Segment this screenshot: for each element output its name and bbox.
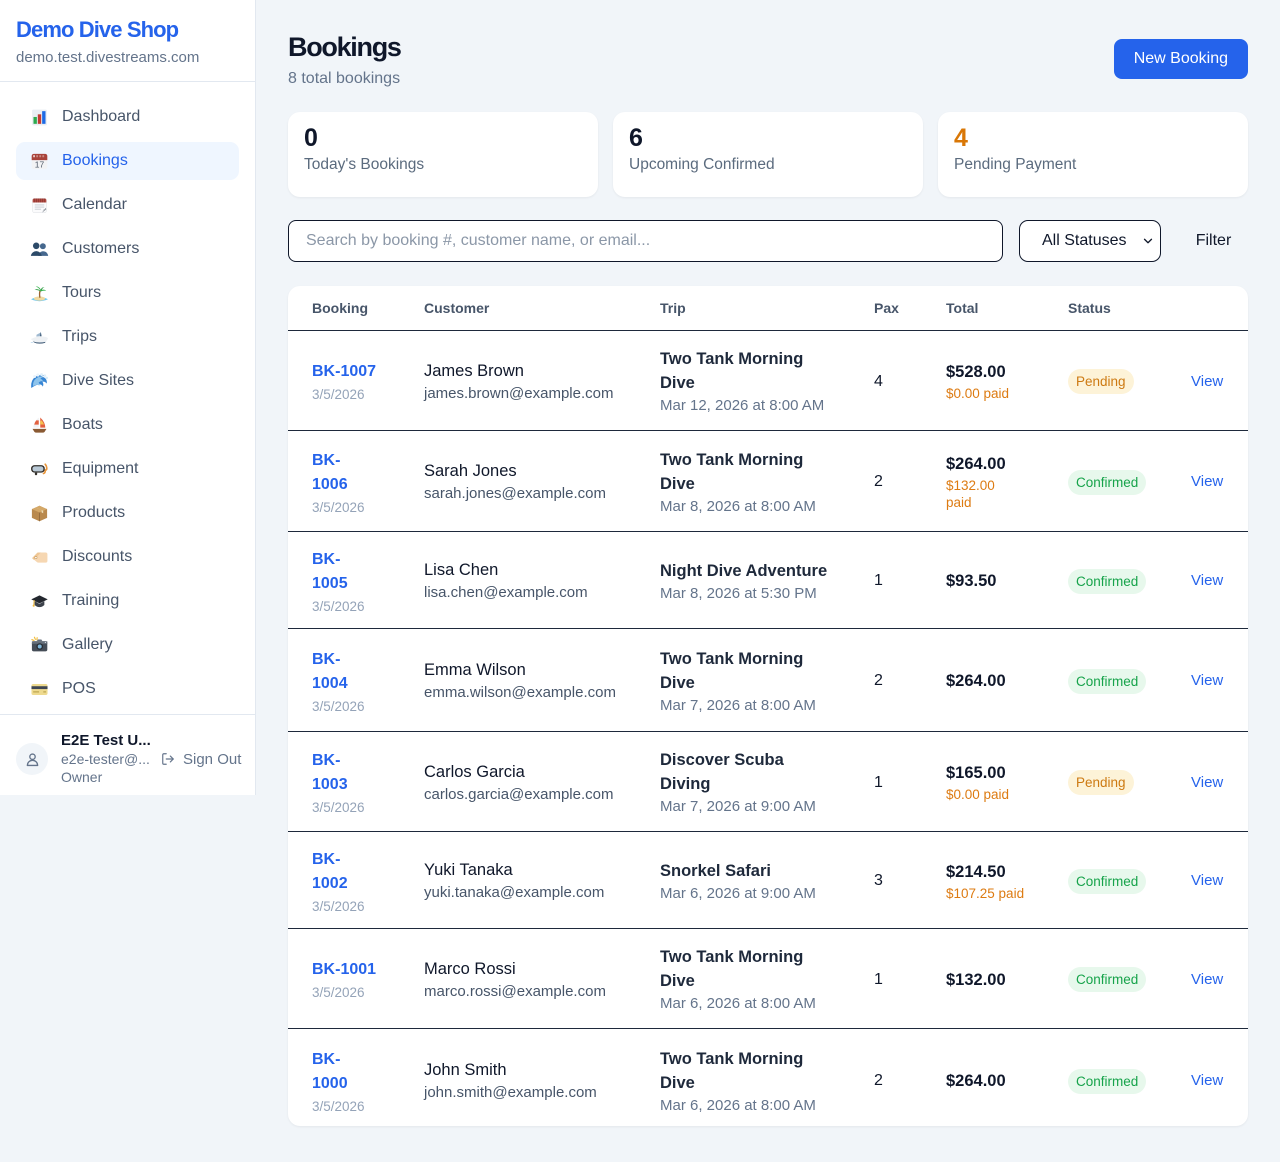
svg-text:17: 17	[35, 159, 45, 169]
